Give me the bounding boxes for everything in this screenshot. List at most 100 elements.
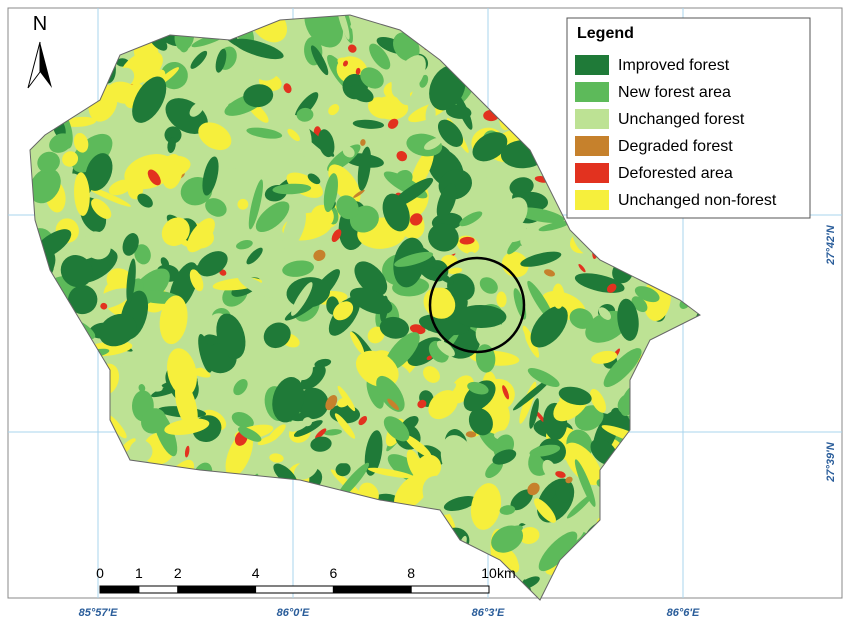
cover-patch — [336, 15, 350, 40]
cover-patch — [137, 193, 153, 208]
cover-patch — [396, 151, 408, 162]
legend-swatch — [575, 109, 609, 129]
cover-patch — [534, 498, 556, 523]
cover-patch — [246, 247, 263, 265]
cover-patch — [147, 169, 161, 186]
cover-patch — [186, 218, 215, 253]
cover-patch — [517, 327, 526, 353]
cover-patch — [376, 375, 405, 412]
cover-patch — [122, 233, 139, 256]
cover-patch — [219, 269, 227, 276]
cover-patch — [459, 236, 475, 245]
cover-patch — [394, 251, 434, 267]
cover-patch — [375, 176, 388, 192]
cover-patch — [354, 261, 388, 296]
cover-patch — [485, 163, 499, 181]
cover-patch — [617, 298, 639, 341]
cover-patch — [367, 467, 414, 479]
cover-patch — [132, 76, 167, 123]
cover-patch — [516, 540, 529, 573]
cover-patch — [590, 388, 606, 413]
cover-patch — [315, 428, 327, 440]
cover-patch — [565, 476, 573, 484]
cover-patch — [509, 177, 534, 196]
cover-patch — [126, 258, 136, 304]
cover-patch — [323, 429, 342, 436]
cover-patch — [100, 302, 108, 310]
legend-title: Legend — [577, 25, 634, 42]
cover-patch — [189, 269, 204, 292]
cover-patch — [310, 45, 329, 76]
cover-patch — [197, 251, 228, 277]
cover-patch — [73, 132, 89, 153]
cover-patch — [248, 179, 264, 230]
cover-patch — [499, 505, 516, 515]
cover-patch — [62, 151, 79, 167]
lon-label: 85°57'E — [79, 607, 118, 619]
cover-patch — [91, 198, 112, 219]
cover-patch — [85, 153, 113, 191]
cover-patch — [255, 201, 290, 233]
cover-patch — [160, 61, 188, 90]
cover-patch — [141, 408, 167, 434]
cover-patch — [379, 316, 410, 339]
legend-label: Unchanged non-forest — [618, 192, 777, 209]
lat-label: 27°42'N — [825, 224, 837, 265]
cover-patch — [231, 412, 254, 429]
cover-patch — [519, 527, 540, 544]
cover-patch — [49, 133, 73, 153]
cover-patch — [369, 43, 391, 70]
cover-patch — [447, 267, 463, 275]
cover-patch — [530, 305, 568, 348]
cover-patch — [555, 485, 571, 503]
cover-patch — [37, 151, 60, 173]
legend-swatch — [575, 55, 609, 75]
lon-label: 86°6'E — [667, 607, 700, 619]
cover-patch — [394, 169, 413, 187]
lon-label: 86°3'E — [472, 607, 505, 619]
cover-patch — [564, 442, 602, 486]
cover-patch — [164, 418, 210, 436]
cover-patch — [440, 435, 477, 485]
cover-patch — [606, 283, 617, 293]
cover-patch — [296, 107, 314, 122]
scale-tick-label: 6 — [330, 565, 338, 581]
cover-patch — [253, 56, 280, 81]
cover-patch — [267, 424, 286, 443]
cover-patch — [465, 431, 477, 438]
cover-patch — [291, 282, 313, 316]
cover-patch — [428, 223, 459, 252]
cover-patch — [225, 431, 254, 478]
cover-patch — [409, 213, 423, 226]
lat-label: 27°39'N — [825, 441, 837, 482]
legend-swatch — [575, 190, 609, 210]
legend-label: Deforested area — [618, 165, 733, 182]
cover-patch — [228, 103, 245, 114]
cover-patch — [237, 198, 249, 210]
cover-patch — [334, 413, 356, 439]
scale-tick-label: 10 — [481, 565, 497, 581]
cover-patch — [108, 179, 133, 196]
cover-patch — [358, 416, 368, 426]
cover-patch — [603, 348, 642, 388]
cover-patch — [367, 326, 385, 344]
cover-patch — [467, 381, 489, 395]
cover-patch — [337, 385, 356, 412]
cover-patch — [598, 307, 612, 320]
cover-patch — [132, 131, 148, 145]
cover-patch — [30, 168, 61, 204]
legend-swatch — [575, 163, 609, 183]
cover-patch — [319, 456, 358, 464]
cover-patch — [424, 137, 442, 150]
cover-patch — [350, 331, 365, 355]
cover-patch — [423, 366, 440, 383]
scale-segment — [255, 585, 334, 594]
cover-patch — [409, 324, 426, 335]
cover-patch — [538, 531, 578, 572]
cover-patch — [297, 387, 329, 419]
cover-patch — [349, 85, 374, 103]
cover-patch — [404, 434, 432, 458]
cover-patch — [243, 84, 274, 108]
cover-patch — [62, 116, 97, 127]
